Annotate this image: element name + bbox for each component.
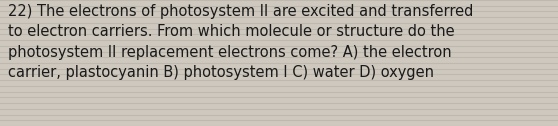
Text: 22) The electrons of photosystem II are excited and transferred
to electron carr: 22) The electrons of photosystem II are …: [8, 4, 474, 80]
